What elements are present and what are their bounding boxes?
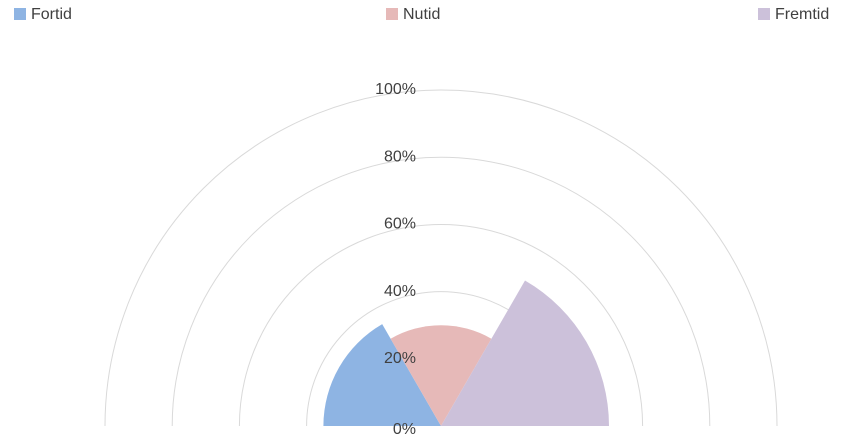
sector <box>323 324 441 426</box>
legend-label: Fortid <box>31 6 72 23</box>
grid-line <box>104 89 778 427</box>
y-tick-label: 0% <box>393 421 416 437</box>
legend-label: Fremtid <box>775 6 829 23</box>
y-tick-label: 40% <box>384 283 416 300</box>
sector <box>390 325 492 426</box>
grid-line <box>171 156 711 427</box>
legend-swatch <box>14 8 26 20</box>
sector <box>441 280 609 426</box>
legend-label: Nutid <box>403 6 440 23</box>
y-tick-label: 100% <box>375 81 416 98</box>
y-tick-label: 60% <box>384 216 416 233</box>
y-tick-label: 80% <box>384 148 416 165</box>
grid-line <box>238 223 644 427</box>
y-tick-label: 20% <box>384 350 416 367</box>
legend-swatch <box>386 8 398 20</box>
legend-swatch <box>758 8 770 20</box>
